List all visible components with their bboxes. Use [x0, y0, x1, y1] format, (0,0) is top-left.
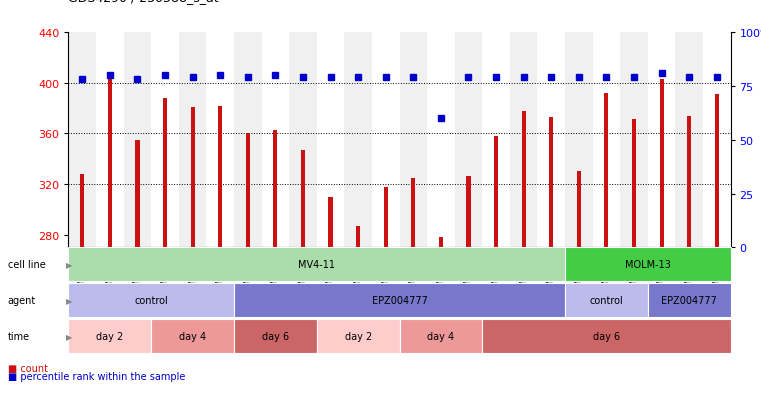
Bar: [372, 33, 400, 248]
Bar: [687, 116, 691, 248]
Text: day 2: day 2: [96, 332, 123, 342]
Text: ▶: ▶: [66, 332, 73, 341]
Bar: [179, 33, 206, 248]
Bar: [206, 33, 234, 248]
Text: day 6: day 6: [262, 332, 289, 342]
Bar: [289, 33, 317, 248]
Bar: [384, 187, 388, 248]
Bar: [234, 33, 262, 248]
Text: ▶: ▶: [66, 260, 73, 269]
Bar: [80, 175, 84, 248]
Bar: [648, 33, 675, 248]
Text: MV4-11: MV4-11: [298, 260, 336, 270]
Bar: [439, 238, 443, 248]
Bar: [482, 33, 510, 248]
Bar: [577, 172, 581, 248]
Bar: [108, 77, 112, 248]
Bar: [218, 106, 222, 248]
Bar: [466, 177, 470, 248]
Bar: [151, 33, 179, 248]
Bar: [549, 118, 553, 248]
Text: control: control: [590, 296, 623, 306]
Bar: [604, 94, 609, 248]
Text: ■ percentile rank within the sample: ■ percentile rank within the sample: [8, 371, 185, 381]
Bar: [660, 80, 664, 248]
Bar: [262, 33, 289, 248]
Text: cell line: cell line: [8, 260, 46, 270]
Bar: [454, 33, 482, 248]
Bar: [632, 120, 636, 248]
Bar: [135, 140, 139, 248]
Bar: [356, 226, 360, 248]
Bar: [123, 33, 151, 248]
Bar: [96, 33, 123, 248]
Text: EPZ004777: EPZ004777: [661, 296, 717, 306]
Text: ▶: ▶: [66, 296, 73, 305]
Bar: [521, 112, 526, 248]
Text: day 4: day 4: [428, 332, 454, 342]
Text: agent: agent: [8, 296, 36, 306]
Bar: [163, 99, 167, 248]
Bar: [68, 33, 96, 248]
Bar: [246, 134, 250, 248]
Text: time: time: [8, 332, 30, 342]
Bar: [703, 33, 731, 248]
Bar: [190, 107, 195, 248]
Text: EPZ004777: EPZ004777: [371, 296, 428, 306]
Bar: [510, 33, 537, 248]
Bar: [427, 33, 454, 248]
Text: MOLM-13: MOLM-13: [625, 260, 670, 270]
Bar: [565, 33, 593, 248]
Text: day 6: day 6: [593, 332, 620, 342]
Bar: [411, 178, 416, 248]
Bar: [344, 33, 372, 248]
Bar: [273, 131, 278, 248]
Text: day 4: day 4: [179, 332, 206, 342]
Text: GDS4290 / 230588_s_at: GDS4290 / 230588_s_at: [68, 0, 219, 4]
Text: day 2: day 2: [345, 332, 372, 342]
Bar: [329, 197, 333, 248]
Bar: [494, 137, 498, 248]
Bar: [301, 150, 305, 248]
Bar: [317, 33, 344, 248]
Bar: [537, 33, 565, 248]
Bar: [675, 33, 703, 248]
Bar: [715, 95, 719, 248]
Bar: [593, 33, 620, 248]
Text: control: control: [135, 296, 168, 306]
Bar: [620, 33, 648, 248]
Bar: [400, 33, 427, 248]
Text: ■ count: ■ count: [8, 363, 48, 373]
